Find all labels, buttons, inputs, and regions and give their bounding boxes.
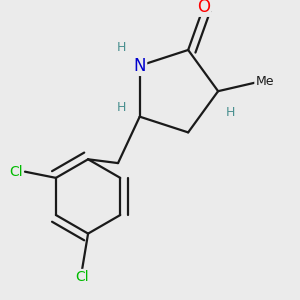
Text: Cl: Cl [75, 270, 89, 284]
Text: Cl: Cl [9, 165, 22, 179]
Text: H: H [226, 106, 235, 119]
Text: H: H [116, 101, 126, 114]
Text: O: O [197, 0, 210, 16]
Text: N: N [134, 57, 146, 75]
Text: Me: Me [255, 75, 274, 88]
Text: H: H [116, 40, 126, 54]
